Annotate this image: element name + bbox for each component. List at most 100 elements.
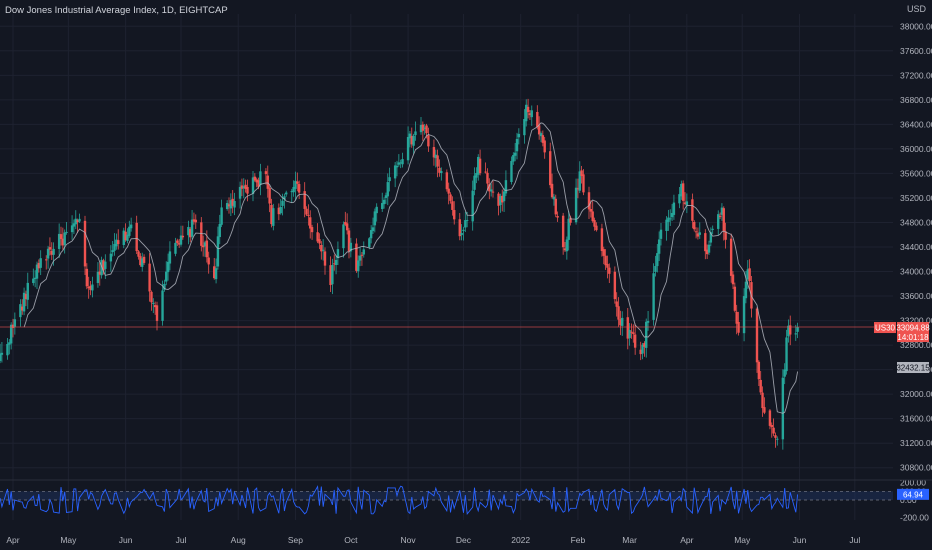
candle-body (705, 249, 709, 255)
candle-body (45, 259, 48, 261)
candle-body (639, 349, 642, 355)
candle-body (408, 133, 412, 139)
price-axis[interactable]: 38000.00 37600.00 37200.00 36800.00 36400.00… (900, 21, 932, 472)
candle-body (33, 277, 37, 280)
candle-body (432, 147, 436, 158)
candle-body (421, 124, 425, 131)
candle-body (757, 361, 761, 380)
candle-body (735, 311, 738, 324)
candle-body (477, 156, 480, 175)
candle-body (729, 238, 733, 276)
candle-body (334, 259, 338, 265)
candle-body (63, 232, 66, 245)
candle-body (35, 264, 39, 279)
ma-value: 32432.15 (896, 364, 930, 373)
ma-value-badge: 32432.15 (896, 362, 930, 373)
candle-body (187, 226, 190, 236)
time-axis[interactable]: Apr May Jun Jul Aug Sep Oct Nov Dec 2022 Feb Mar Apr… (6, 535, 860, 545)
candle-body (139, 256, 142, 266)
candle-body (451, 201, 454, 210)
candle-body (46, 248, 50, 259)
candle-body (628, 329, 631, 339)
candle-body (497, 193, 500, 206)
candle-body (381, 203, 384, 210)
candle-body (419, 124, 423, 133)
candle-body (137, 251, 140, 257)
candle-body (61, 238, 65, 246)
candle-body (333, 263, 336, 265)
candle-body (272, 208, 275, 226)
candle-body (26, 282, 29, 300)
candle-body (318, 239, 321, 244)
time-tick-label: Jul (176, 535, 187, 545)
candle-body (462, 229, 465, 231)
candle-body (32, 278, 35, 284)
candle-body (122, 230, 125, 245)
candle-body (190, 219, 194, 237)
price-tick-label: 32800.00 (900, 340, 932, 350)
candle-body (100, 259, 103, 276)
candle-body (386, 182, 389, 197)
oscillator-tick-label: 200.00 (900, 478, 926, 488)
candle-body (434, 154, 437, 159)
oscillator-band-fill (0, 491, 893, 500)
candle-body (251, 177, 255, 194)
candle-body (632, 332, 635, 334)
candle-body (796, 327, 799, 332)
candle-body (774, 435, 777, 438)
countdown-timer: 14:01:18 (897, 333, 929, 342)
candle-body (707, 244, 711, 253)
candle-body (510, 161, 513, 183)
candle-body (670, 213, 674, 218)
candle-body (742, 296, 746, 334)
candle-body (126, 234, 129, 241)
time-tick-label: May (60, 535, 77, 545)
last-price-badge: US30 33094.88 14:01:18 (874, 322, 930, 343)
candle-body (602, 249, 605, 256)
candle-body (595, 225, 598, 231)
candle-body (39, 258, 42, 268)
candle-body (102, 260, 105, 271)
candle-body (501, 195, 504, 203)
candle-body (362, 249, 365, 255)
candle-body (672, 202, 676, 215)
candle-body (550, 183, 554, 198)
candle-body (124, 231, 127, 241)
candle-body (189, 228, 192, 238)
candle-body (264, 171, 268, 175)
candle-body (525, 104, 528, 122)
candle-body (290, 191, 293, 193)
candle-body (98, 271, 101, 275)
price-tick-label: 31200.00 (900, 438, 932, 448)
candle-body (789, 325, 792, 335)
candle-body (626, 317, 629, 339)
time-tick-label: Apr (6, 535, 19, 545)
candle-body (464, 220, 467, 228)
candle-body (279, 207, 282, 214)
candle-body (281, 200, 284, 206)
candle-body (630, 331, 633, 333)
candle-body (388, 177, 391, 182)
candle-body (369, 230, 373, 239)
price-tick-label: 36400.00 (900, 119, 932, 129)
candle-body (37, 263, 41, 269)
candle-body (478, 158, 482, 174)
candle-body (277, 207, 281, 215)
candle-body (565, 239, 569, 252)
candle-body (74, 218, 77, 225)
candle-body (722, 208, 725, 232)
candle-body (593, 220, 596, 227)
oscillator-tick-label: -200.00 (900, 512, 929, 522)
time-tick-label: Aug (231, 535, 246, 545)
candle-body (781, 377, 785, 440)
price-tick-label: 30800.00 (900, 463, 932, 473)
candle-body (155, 305, 159, 321)
candle-body (563, 248, 567, 251)
candle-body (393, 165, 397, 179)
price-tick-label: 32000.00 (900, 389, 932, 399)
candle-body (473, 175, 476, 190)
candle-body (578, 171, 581, 191)
candle-body (654, 266, 657, 272)
grid-lines (0, 14, 893, 520)
